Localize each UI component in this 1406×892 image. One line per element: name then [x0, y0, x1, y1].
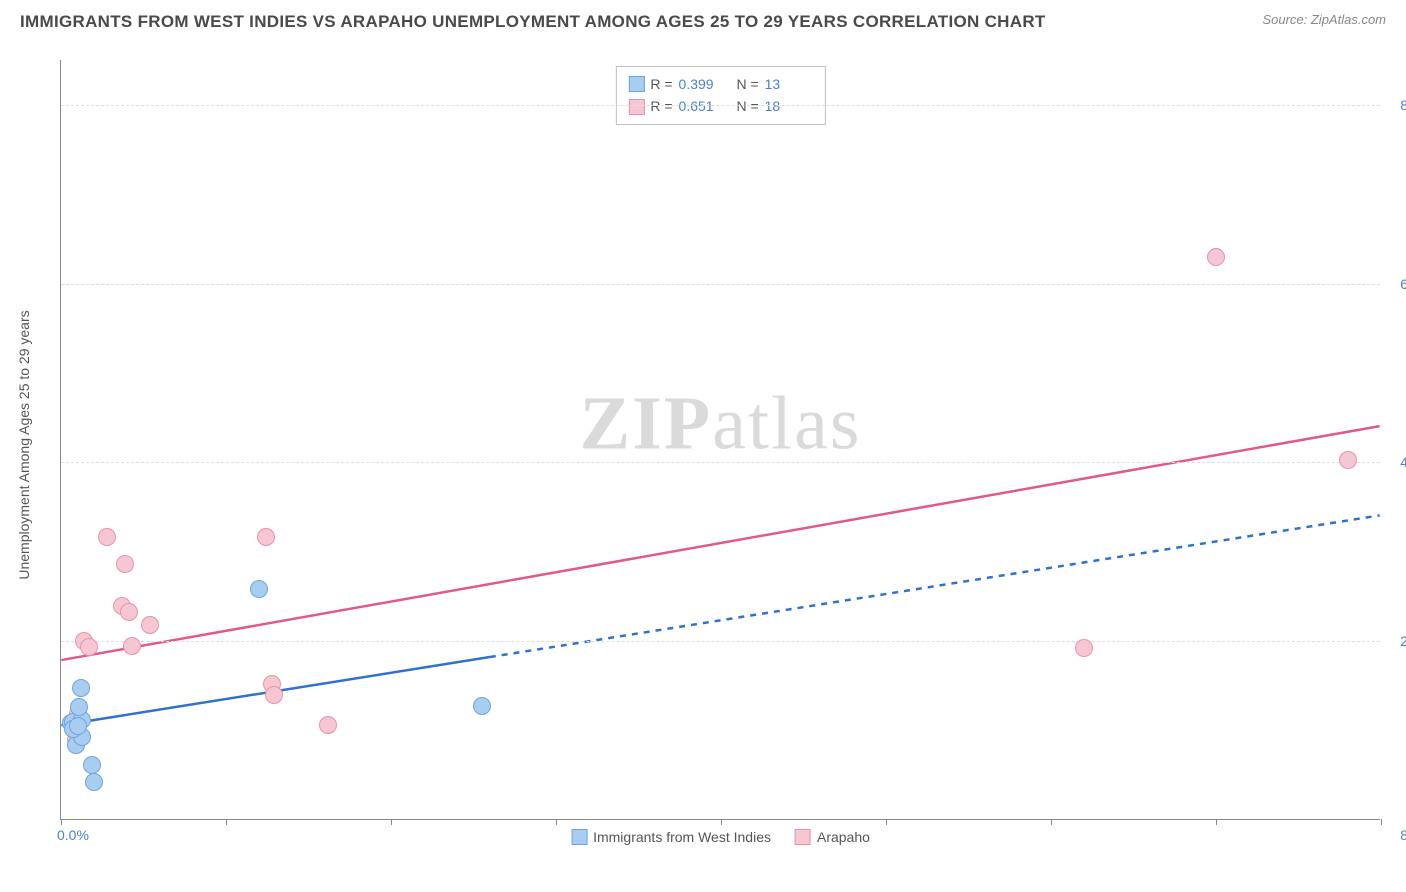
scatter-point-pink: [265, 686, 283, 704]
x-tick: [61, 819, 62, 825]
x-tick: [886, 819, 887, 825]
scatter-point-blue: [250, 580, 268, 598]
legend-label-blue: Immigrants from West Indies: [593, 829, 771, 845]
scatter-point-blue: [72, 679, 90, 697]
r-label: R =: [650, 95, 672, 117]
y-tick-label: 60.0%: [1400, 276, 1406, 292]
y-tick-label: 40.0%: [1400, 454, 1406, 470]
gridline: [61, 105, 1380, 106]
swatch-pink: [795, 829, 811, 845]
scatter-point-pink: [120, 603, 138, 621]
scatter-point-pink: [257, 528, 275, 546]
chart-container: Unemployment Among Ages 25 to 29 years Z…: [50, 50, 1386, 840]
watermark: ZIPatlas: [580, 381, 862, 468]
n-value-blue: 13: [765, 73, 813, 95]
swatch-blue: [628, 76, 644, 92]
correlation-legend: R = 0.399 N = 13 R = 0.651 N = 18: [615, 66, 825, 125]
r-value-pink: 0.651: [679, 95, 727, 117]
legend-row-pink: R = 0.651 N = 18: [628, 95, 812, 117]
scatter-point-blue: [85, 773, 103, 791]
gridline: [61, 462, 1380, 463]
y-tick-label: 20.0%: [1400, 633, 1406, 649]
legend-label-pink: Arapaho: [817, 829, 870, 845]
gridline: [61, 641, 1380, 642]
scatter-point-pink: [98, 528, 116, 546]
scatter-point-pink: [116, 555, 134, 573]
r-label: R =: [650, 73, 672, 95]
x-tick: [226, 819, 227, 825]
x-tick: [1381, 819, 1382, 825]
n-value-pink: 18: [765, 95, 813, 117]
swatch-pink: [628, 99, 644, 115]
scatter-point-pink: [80, 638, 98, 656]
legend-item-pink: Arapaho: [795, 829, 870, 845]
scatter-point-pink: [319, 716, 337, 734]
y-tick-label: 80.0%: [1400, 97, 1406, 113]
gridline: [61, 284, 1380, 285]
scatter-point-blue: [83, 756, 101, 774]
x-tick: [1216, 819, 1217, 825]
legend-row-blue: R = 0.399 N = 13: [628, 73, 812, 95]
y-axis-label: Unemployment Among Ages 25 to 29 years: [16, 310, 32, 579]
x-tick: [721, 819, 722, 825]
scatter-point-pink: [141, 616, 159, 634]
scatter-point-pink: [1075, 639, 1093, 657]
scatter-point-pink: [1207, 248, 1225, 266]
legend-item-blue: Immigrants from West Indies: [571, 829, 771, 845]
trendlines-svg: [61, 60, 1380, 819]
scatter-point-pink: [123, 637, 141, 655]
scatter-point-blue: [473, 697, 491, 715]
scatter-plot: ZIPatlas R = 0.399 N = 13 R = 0.651 N = …: [60, 60, 1380, 820]
swatch-blue: [571, 829, 587, 845]
x-tick: [556, 819, 557, 825]
source-label: Source: ZipAtlas.com: [1262, 12, 1386, 27]
x-origin-label: 0.0%: [57, 827, 89, 843]
x-tick: [1051, 819, 1052, 825]
chart-title: IMMIGRANTS FROM WEST INDIES VS ARAPAHO U…: [20, 12, 1046, 32]
r-value-blue: 0.399: [679, 73, 727, 95]
x-end-label: 80.0%: [1400, 827, 1406, 843]
scatter-point-blue: [69, 717, 87, 735]
scatter-point-pink: [1339, 451, 1357, 469]
n-label: N =: [733, 73, 759, 95]
series-legend: Immigrants from West Indies Arapaho: [571, 829, 870, 845]
x-tick: [391, 819, 392, 825]
n-label: N =: [733, 95, 759, 117]
scatter-point-blue: [70, 698, 88, 716]
